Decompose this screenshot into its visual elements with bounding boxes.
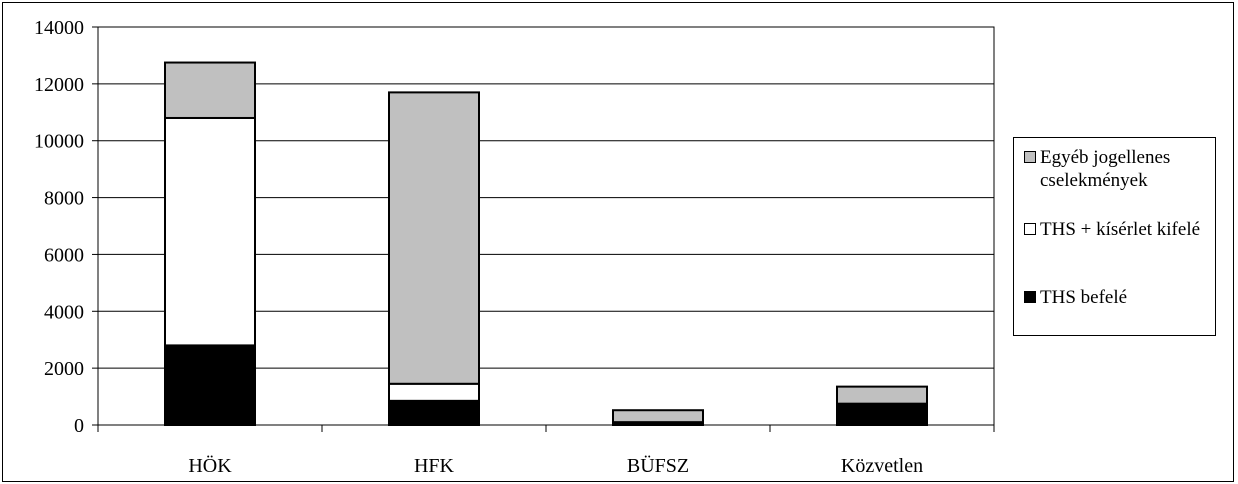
axes [92, 26, 995, 432]
legend-swatch-ths-out [1024, 223, 1036, 235]
y-tick-label: 14000 [34, 17, 84, 39]
y-tick-label: 6000 [44, 244, 84, 266]
x-tick-label: HÖK [188, 454, 232, 477]
y-tick-labels: 0 2000 4000 6000 8000 10000 12000 14000 [34, 17, 84, 437]
x-tick-label: BÜFSZ [627, 454, 689, 477]
bar-segment [164, 116, 256, 347]
legend: Egyéb jogellenes cselekmények THS + kísé… [1013, 137, 1216, 336]
y-tick-label: 4000 [44, 301, 84, 323]
legend-label-other: Egyéb jogellenes cselekmények [1040, 147, 1171, 191]
bar-segment [836, 402, 928, 426]
y-tick-label: 12000 [34, 74, 84, 96]
y-tick-label: 10000 [34, 131, 84, 153]
bar-segment [388, 91, 480, 385]
bar-segment [164, 61, 256, 119]
legend-swatch-ths-in [1024, 291, 1036, 303]
bar-segment [388, 399, 480, 427]
bar-segment [388, 382, 480, 402]
x-tick-label: HFK [414, 455, 455, 477]
y-tick-label: 8000 [44, 188, 84, 210]
bars [164, 61, 928, 427]
legend-swatch-other [1024, 151, 1036, 163]
y-tick-label: 0 [74, 415, 84, 437]
bar-segment [612, 409, 704, 424]
x-tick-labels: HÖK HFK BÜFSZ Közvetlen [188, 454, 923, 477]
x-tick-label: Közvetlen [841, 455, 923, 477]
y-tick-label: 2000 [44, 358, 84, 380]
legend-label-ths-out: THS + kísérlet kifelé [1040, 219, 1201, 240]
bar-segment [164, 344, 256, 426]
legend-label-ths-in: THS befelé [1040, 287, 1128, 308]
bar-segment [836, 385, 928, 405]
